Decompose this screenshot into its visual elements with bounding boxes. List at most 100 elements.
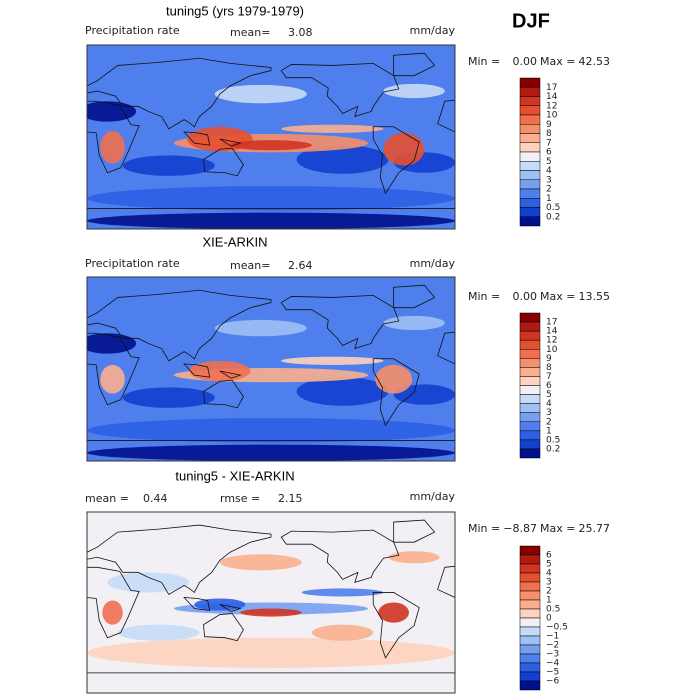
field-blob bbox=[107, 572, 190, 593]
colorbar-box bbox=[519, 321, 541, 332]
colorbar-label: 10 bbox=[546, 111, 558, 121]
colorbar-box bbox=[519, 421, 541, 432]
colorbar-label: 5 bbox=[546, 157, 552, 167]
map-field bbox=[87, 45, 455, 229]
coastline bbox=[437, 331, 455, 365]
colorbar-label: −1 bbox=[546, 632, 559, 642]
colorbar-label: 6 bbox=[546, 148, 552, 158]
colorbar-box bbox=[519, 635, 541, 646]
colorbar-box bbox=[519, 207, 541, 217]
colorbar-box bbox=[519, 133, 541, 143]
coastline bbox=[183, 596, 211, 612]
colorbar-label: 7 bbox=[546, 138, 552, 148]
colorbar-box bbox=[519, 617, 541, 628]
map-frame bbox=[86, 276, 456, 462]
field-blob bbox=[219, 554, 302, 571]
map bbox=[86, 276, 456, 462]
colorbar-box bbox=[519, 188, 541, 199]
colorbar-label: 6 bbox=[546, 381, 552, 391]
field-blob bbox=[117, 624, 200, 641]
colorbar-label: 10 bbox=[546, 345, 558, 355]
field-blob bbox=[87, 444, 455, 461]
min-value: −8.87 bbox=[503, 522, 537, 535]
colorbar-box bbox=[519, 367, 541, 377]
stat-label: mean= bbox=[230, 26, 270, 39]
colorbar-label: 0 bbox=[546, 614, 552, 624]
colorbar-box bbox=[519, 545, 541, 556]
units-label: mm/day bbox=[410, 490, 456, 503]
colorbar-label: −4 bbox=[546, 659, 560, 669]
colorbar-box bbox=[519, 662, 541, 673]
max-value: 25.77 bbox=[579, 522, 611, 535]
colorbar-box bbox=[519, 349, 541, 359]
colorbar-box bbox=[519, 439, 541, 450]
colorbar-label: 4 bbox=[546, 569, 552, 579]
colorbar-label: 2 bbox=[546, 185, 552, 195]
colorbar-label: 5 bbox=[546, 560, 552, 570]
field-blob bbox=[296, 377, 389, 406]
colorbar-label: 3 bbox=[546, 408, 552, 418]
units-label: mm/day bbox=[410, 24, 456, 37]
coastline bbox=[87, 440, 455, 461]
colorbar-label: 7 bbox=[546, 372, 552, 382]
coastline bbox=[183, 363, 211, 378]
colorbar-box bbox=[519, 608, 541, 619]
max-label: Max = bbox=[540, 55, 575, 68]
coastline bbox=[87, 566, 140, 639]
colorbar-box bbox=[519, 430, 541, 441]
colorbar-label: 12 bbox=[546, 101, 557, 111]
field-blob bbox=[311, 624, 374, 641]
stat-value: 2.64 bbox=[288, 259, 313, 272]
variable-label: Precipitation rate bbox=[85, 257, 180, 270]
coastline bbox=[219, 604, 242, 612]
stat-value: 0.44 bbox=[143, 492, 168, 505]
colorbar-label: 0.5 bbox=[546, 203, 560, 213]
colorbar-box bbox=[519, 653, 541, 664]
colorbar-box bbox=[519, 151, 541, 162]
field-blob bbox=[87, 637, 455, 668]
field-blob bbox=[100, 130, 125, 164]
colorbar-label: 8 bbox=[546, 129, 552, 139]
colorbar-box bbox=[519, 161, 541, 171]
field-blob bbox=[375, 364, 413, 394]
coastline bbox=[87, 57, 272, 130]
coastline bbox=[372, 592, 420, 659]
coastline bbox=[87, 332, 140, 406]
variable-label: Precipitation rate bbox=[85, 24, 180, 37]
field-blob bbox=[281, 124, 384, 133]
colorbar-label: 14 bbox=[546, 92, 558, 102]
coastline bbox=[203, 147, 244, 177]
colorbar-box bbox=[519, 572, 541, 583]
colorbar-label: 1 bbox=[546, 194, 552, 204]
colorbar-box bbox=[519, 170, 541, 180]
colorbar-box bbox=[519, 142, 541, 153]
colorbar-box bbox=[519, 114, 541, 125]
colorbar-label: 6 bbox=[546, 551, 552, 561]
colorbar-box bbox=[519, 554, 541, 565]
max-label: Max = bbox=[540, 522, 575, 535]
coastline bbox=[87, 289, 272, 362]
colorbar-label: 0.2 bbox=[546, 212, 560, 222]
field-blob bbox=[388, 551, 440, 564]
field-blob bbox=[281, 356, 384, 365]
coastline bbox=[87, 672, 455, 693]
colorbar-box bbox=[519, 644, 541, 655]
stat-label: mean = bbox=[85, 492, 129, 505]
field-blob bbox=[393, 384, 455, 405]
coastline bbox=[280, 294, 400, 350]
colorbar-box bbox=[519, 394, 541, 404]
season-label: DJF bbox=[512, 10, 550, 32]
colorbar-label: −6 bbox=[546, 677, 560, 687]
coastline bbox=[437, 99, 455, 133]
colorbar-box bbox=[519, 376, 541, 386]
colorbar-label: 1 bbox=[546, 596, 552, 606]
max-value: 42.53 bbox=[579, 55, 611, 68]
colorbar-box bbox=[519, 403, 541, 413]
coastline bbox=[393, 519, 436, 543]
colorbar-label: 17 bbox=[546, 83, 557, 93]
colorbar-box bbox=[519, 312, 541, 323]
colorbar-label: 4 bbox=[546, 166, 552, 176]
min-label: Min = bbox=[468, 522, 500, 535]
panel-title: XIE-ARKIN bbox=[202, 234, 267, 249]
